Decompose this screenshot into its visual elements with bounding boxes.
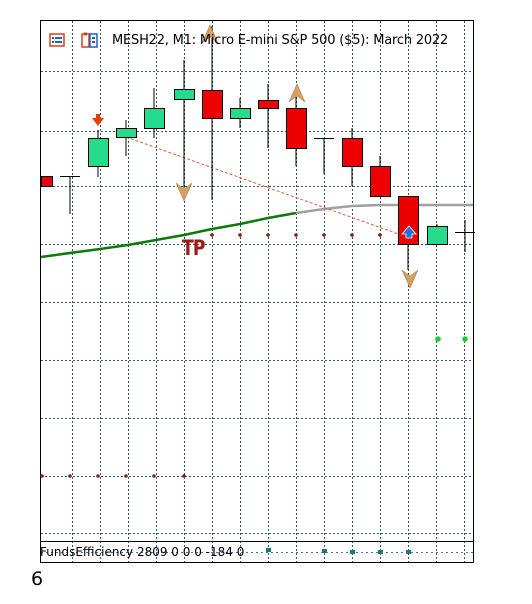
moving-average-gray <box>295 203 473 215</box>
chart-properties-icon[interactable] <box>49 32 65 48</box>
candle-bullish <box>174 89 195 100</box>
fractal-down-arrow <box>401 269 419 289</box>
candle-bullish <box>230 108 251 119</box>
tp-level-dot <box>378 233 382 237</box>
tp-level-dot <box>350 233 354 237</box>
lower-level-dot <box>40 474 44 478</box>
candle-bullish <box>116 128 137 138</box>
indicator-label: FundsEfficiency 2809 0 0 0 -184 0 <box>40 545 245 558</box>
candle-bearish <box>286 108 307 149</box>
tp-level-dot <box>322 233 326 237</box>
candle-bearish <box>258 100 279 109</box>
template-icon[interactable] <box>81 32 98 48</box>
fractal-down-arrow <box>175 182 193 202</box>
lower-level-dot <box>124 474 128 478</box>
candle-bearish <box>370 166 391 197</box>
sell-signal-arrow <box>92 114 104 126</box>
lower-level-dot <box>68 474 72 478</box>
indicator-histogram-bar <box>406 550 411 554</box>
chart-frame <box>40 20 474 563</box>
indicator-histogram-bar <box>378 550 383 554</box>
tp-level-dot <box>266 233 270 237</box>
fractal-up-arrow <box>201 24 219 44</box>
lower-level-dot <box>96 474 100 478</box>
trend-line <box>125 136 405 237</box>
moving-average-green <box>40 211 297 259</box>
candle-bullish <box>427 226 448 245</box>
buy-signal-arrow <box>401 225 417 239</box>
tp-level-dot <box>210 233 214 237</box>
indicator-histogram-bar <box>322 549 327 553</box>
candle-bearish <box>41 176 53 187</box>
candle-bearish <box>202 90 223 119</box>
signal-dot <box>462 336 468 342</box>
chart-title: MESH22, M1: Micro E-mini S&P 500 ($5): M… <box>112 33 449 48</box>
candle-bullish <box>88 138 109 167</box>
signal-dot <box>435 336 441 342</box>
tp-level-dot <box>294 233 298 237</box>
fractal-up-arrow <box>288 83 306 103</box>
tp-level-dot <box>238 233 242 237</box>
lower-level-dot <box>182 474 186 478</box>
candle-bullish <box>144 108 165 129</box>
candle-bearish <box>342 138 363 167</box>
tp-label: TP <box>182 236 206 260</box>
lower-level-dot <box>152 474 156 478</box>
bottom-number: 6 <box>31 568 44 590</box>
indicator-histogram-bar <box>266 548 271 552</box>
